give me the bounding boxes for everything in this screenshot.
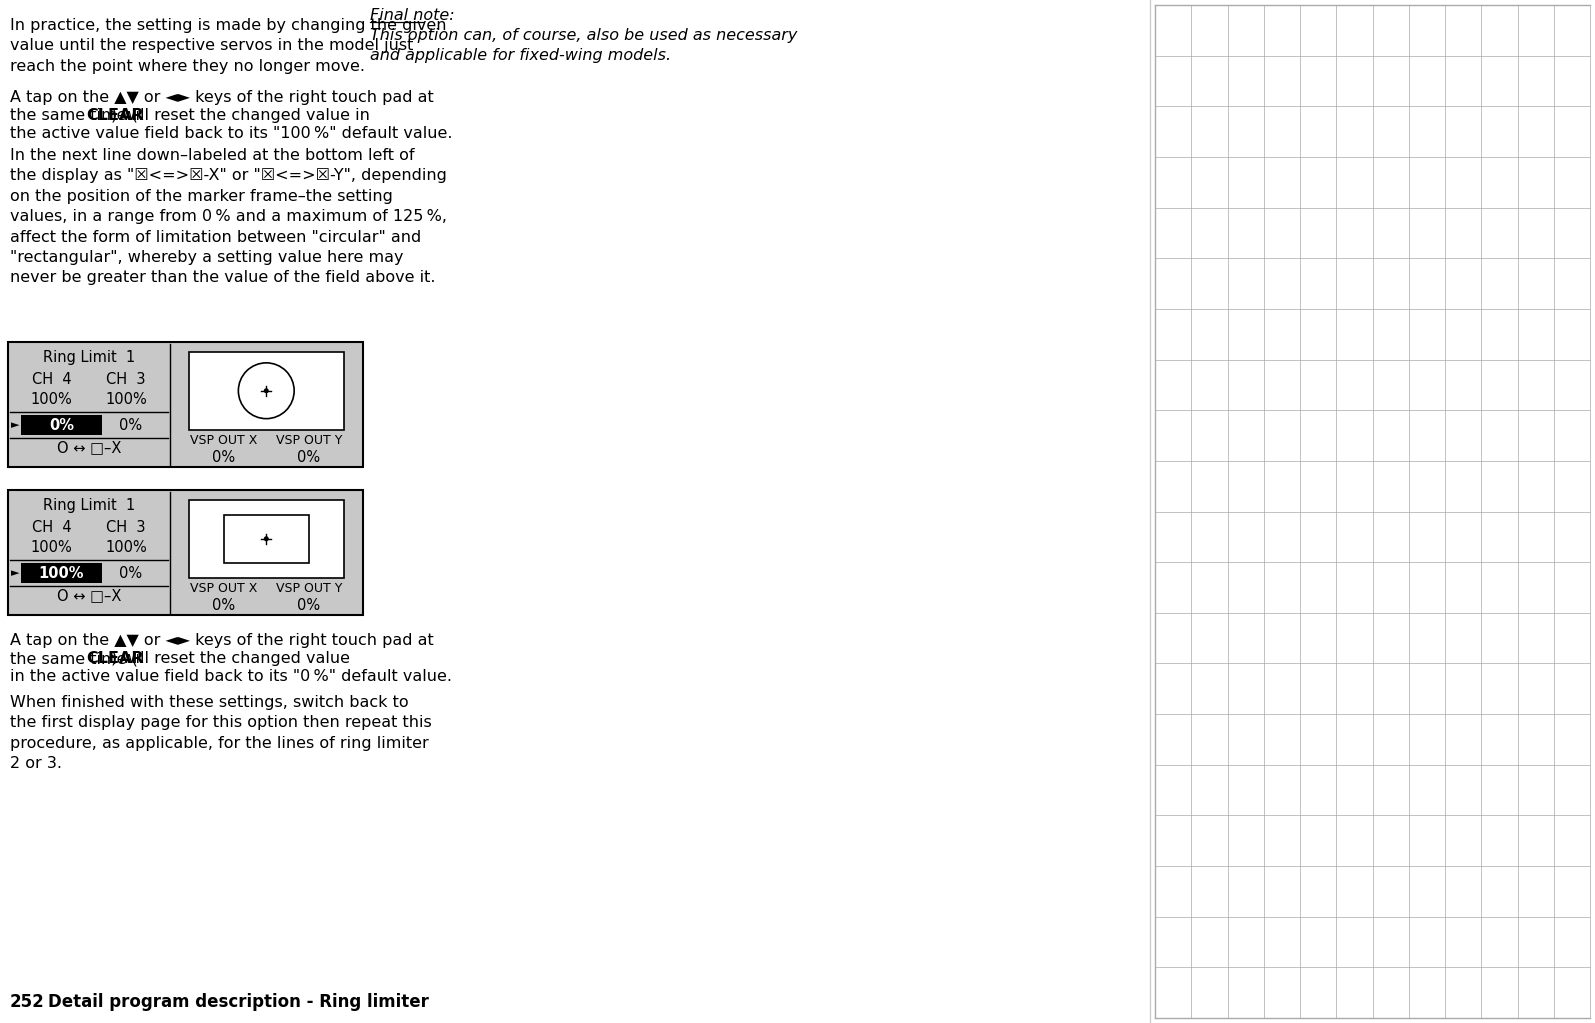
Text: the active value field back to its "100 %" default value.: the active value field back to its "100 … bbox=[10, 126, 453, 141]
Text: CH  4: CH 4 bbox=[32, 520, 72, 535]
Text: ) will reset the changed value: ) will reset the changed value bbox=[112, 651, 351, 666]
Text: 0%: 0% bbox=[297, 450, 321, 465]
Text: CH  3: CH 3 bbox=[107, 372, 145, 387]
Text: A tap on the ▲▼ or ◄► keys of the right touch pad at: A tap on the ▲▼ or ◄► keys of the right … bbox=[10, 633, 434, 648]
Text: 0%: 0% bbox=[212, 598, 234, 614]
Text: VSP OUT Y: VSP OUT Y bbox=[276, 582, 341, 595]
Text: the same time (: the same time ( bbox=[10, 651, 137, 666]
Text: 0%: 0% bbox=[120, 566, 142, 580]
Text: Detail program description - Ring limiter: Detail program description - Ring limite… bbox=[48, 993, 429, 1011]
FancyBboxPatch shape bbox=[8, 490, 364, 615]
FancyBboxPatch shape bbox=[8, 342, 364, 468]
FancyBboxPatch shape bbox=[188, 500, 343, 578]
Text: 252: 252 bbox=[10, 993, 45, 1011]
Text: CLEAR: CLEAR bbox=[86, 108, 144, 123]
Text: Ring Limit  1: Ring Limit 1 bbox=[43, 350, 136, 365]
Text: in the active value field back to its "0 %" default value.: in the active value field back to its "0… bbox=[10, 669, 451, 684]
Circle shape bbox=[263, 389, 270, 393]
Text: ►: ► bbox=[11, 420, 19, 430]
Text: In the next line down–labeled at the bottom left of
the display as "☒<=>☒-X" or : In the next line down–labeled at the bot… bbox=[10, 148, 447, 285]
Text: VSP OUT Y: VSP OUT Y bbox=[276, 435, 341, 447]
Text: 100%: 100% bbox=[30, 540, 72, 555]
FancyBboxPatch shape bbox=[188, 352, 343, 430]
FancyBboxPatch shape bbox=[21, 415, 102, 435]
Circle shape bbox=[263, 536, 270, 541]
Text: 0%: 0% bbox=[120, 417, 142, 433]
Text: CH  3: CH 3 bbox=[107, 520, 145, 535]
Text: VSP OUT X: VSP OUT X bbox=[190, 582, 257, 595]
Text: 0%: 0% bbox=[297, 598, 321, 614]
Text: CLEAR: CLEAR bbox=[86, 651, 144, 666]
Text: 0%: 0% bbox=[49, 417, 73, 433]
Text: ►: ► bbox=[11, 568, 19, 578]
Text: ) will reset the changed value in: ) will reset the changed value in bbox=[112, 108, 370, 123]
Text: O ↔ □–X: O ↔ □–X bbox=[56, 441, 121, 455]
Text: VSP OUT X: VSP OUT X bbox=[190, 435, 257, 447]
Text: Ring Limit  1: Ring Limit 1 bbox=[43, 498, 136, 513]
Text: 100%: 100% bbox=[38, 566, 85, 580]
Text: the same time (: the same time ( bbox=[10, 108, 137, 123]
Text: 100%: 100% bbox=[30, 392, 72, 407]
Text: 0%: 0% bbox=[212, 450, 234, 465]
Text: 100%: 100% bbox=[105, 392, 147, 407]
Text: Final note:: Final note: bbox=[370, 8, 455, 23]
Text: CH  4: CH 4 bbox=[32, 372, 72, 387]
Text: O ↔ □–X: O ↔ □–X bbox=[56, 588, 121, 604]
Text: In practice, the setting is made by changing the given
value until the respectiv: In practice, the setting is made by chan… bbox=[10, 18, 447, 74]
FancyBboxPatch shape bbox=[21, 563, 102, 583]
Text: 100%: 100% bbox=[105, 540, 147, 555]
Text: When finished with these settings, switch back to
the first display page for thi: When finished with these settings, switc… bbox=[10, 695, 432, 771]
Text: A tap on the ▲▼ or ◄► keys of the right touch pad at: A tap on the ▲▼ or ◄► keys of the right … bbox=[10, 90, 434, 105]
Text: This option can, of course, also be used as necessary
and applicable for fixed-w: This option can, of course, also be used… bbox=[370, 28, 798, 63]
